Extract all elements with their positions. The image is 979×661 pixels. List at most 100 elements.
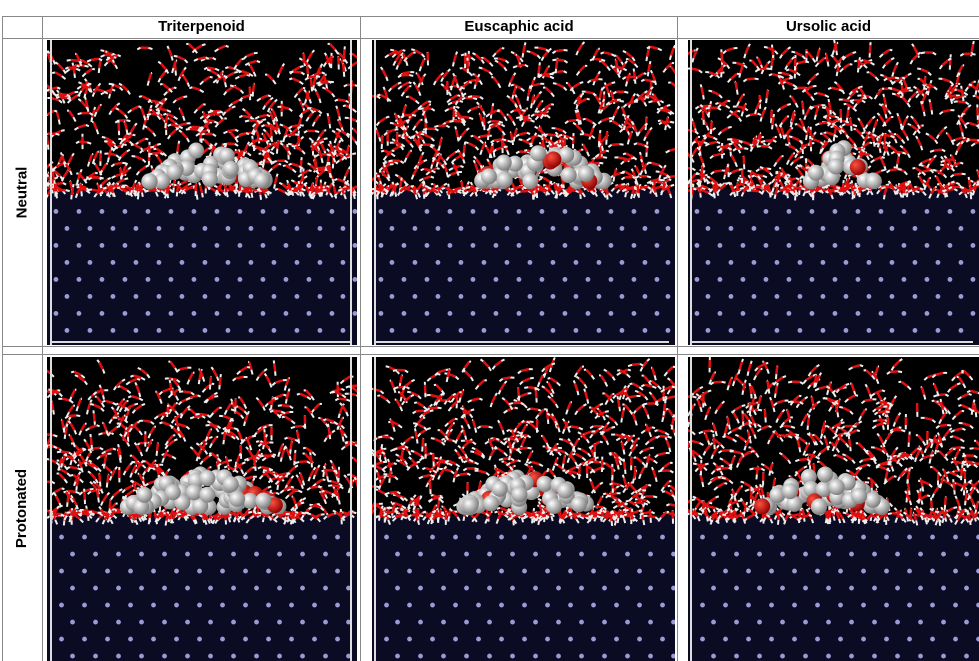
water-oxygen xyxy=(751,190,759,191)
water-hydrogen xyxy=(335,138,337,143)
water-hydrogen xyxy=(875,77,878,80)
metal-atom xyxy=(517,311,522,316)
water-oxygen xyxy=(161,64,166,70)
metal-atom xyxy=(798,328,803,333)
water-hydrogen xyxy=(658,120,661,121)
water-hydrogen xyxy=(383,184,385,186)
water-hydrogen xyxy=(435,129,438,131)
water-oxygen xyxy=(742,142,750,145)
metal-atom xyxy=(879,243,884,248)
water-hydrogen xyxy=(420,134,424,135)
water-hydrogen xyxy=(491,140,494,142)
water-oxygen xyxy=(299,184,300,192)
water-hydrogen xyxy=(482,60,484,64)
water-oxygen xyxy=(94,152,97,159)
water-oxygen xyxy=(648,64,649,72)
water-oxygen xyxy=(482,68,489,72)
water-oxygen xyxy=(745,47,748,54)
water-hydrogen xyxy=(537,111,540,112)
water-hydrogen xyxy=(469,82,472,83)
water-hydrogen xyxy=(345,59,348,63)
water-hydrogen xyxy=(546,115,550,118)
water-hydrogen xyxy=(592,136,595,138)
water-hydrogen xyxy=(174,56,178,57)
water-hydrogen xyxy=(875,95,877,99)
water-hydrogen xyxy=(489,72,492,75)
water-hydrogen xyxy=(208,188,211,189)
carbon-atom xyxy=(142,173,158,189)
water-hydrogen xyxy=(259,164,263,165)
water-hydrogen xyxy=(333,183,334,186)
metal-atom xyxy=(787,243,792,248)
water-hydrogen xyxy=(510,111,513,113)
water-hydrogen xyxy=(270,98,273,100)
water-hydrogen xyxy=(920,188,923,189)
metal-atom xyxy=(88,226,93,231)
water-hydrogen xyxy=(287,180,288,183)
water-hydrogen xyxy=(66,190,70,191)
water-hydrogen xyxy=(398,86,402,89)
water-hydrogen xyxy=(55,177,58,178)
water-oxygen xyxy=(883,135,891,136)
water-hydrogen xyxy=(200,116,203,119)
metal-atom xyxy=(100,243,105,248)
water-hydrogen xyxy=(611,54,615,56)
water-hydrogen xyxy=(853,153,856,154)
metal-atom xyxy=(833,243,838,248)
water-hydrogen xyxy=(474,156,476,158)
water-oxygen xyxy=(138,139,145,143)
water-hydrogen xyxy=(869,97,872,99)
oxygen-atom xyxy=(850,159,866,175)
water-hydrogen xyxy=(602,87,605,90)
water-hydrogen xyxy=(111,164,114,166)
water-hydrogen xyxy=(527,51,531,52)
water-hydrogen xyxy=(710,75,713,78)
metal-atom xyxy=(261,311,266,316)
water-hydrogen xyxy=(289,164,292,165)
water-oxygen xyxy=(134,144,141,148)
water-hydrogen xyxy=(480,97,483,99)
water-oxygen xyxy=(826,54,828,62)
water-hydrogen xyxy=(699,146,701,150)
table-border xyxy=(2,354,979,355)
metal-atom xyxy=(563,277,568,282)
water-hydrogen xyxy=(57,87,60,88)
water-hydrogen xyxy=(215,124,218,128)
metal-atom xyxy=(88,294,93,299)
water-hydrogen xyxy=(693,184,694,187)
water-oxygen xyxy=(867,118,872,124)
metal-atom xyxy=(238,209,243,214)
water-oxygen xyxy=(421,59,424,66)
water-hydrogen xyxy=(268,149,270,152)
water-hydrogen xyxy=(478,74,479,77)
water-oxygen xyxy=(612,144,620,145)
metal-atom xyxy=(390,328,395,333)
water-hydrogen xyxy=(831,126,834,127)
water-oxygen xyxy=(147,127,153,132)
metal-atom xyxy=(551,226,556,231)
water-hydrogen xyxy=(63,99,65,103)
water-oxygen xyxy=(476,55,482,60)
metal-atom xyxy=(123,243,128,248)
water-hydrogen xyxy=(304,131,307,133)
water-hydrogen xyxy=(632,169,633,172)
water-oxygen xyxy=(601,61,607,67)
water-oxygen xyxy=(743,104,746,112)
water-oxygen xyxy=(823,133,829,138)
metal-atom xyxy=(307,311,312,316)
water-hydrogen xyxy=(305,78,308,80)
metal-atom xyxy=(540,277,545,282)
water-hydrogen xyxy=(834,82,837,84)
water-hydrogen xyxy=(214,186,217,187)
metal-atom xyxy=(54,311,59,316)
water-hydrogen xyxy=(163,114,166,115)
water-hydrogen xyxy=(627,115,628,118)
water-hydrogen xyxy=(530,86,531,89)
metal-atom xyxy=(844,294,849,299)
water-oxygen xyxy=(637,143,645,145)
water-oxygen xyxy=(292,164,300,167)
metal-atom xyxy=(203,328,208,333)
metal-atom xyxy=(482,260,487,265)
water-hydrogen xyxy=(626,82,627,87)
water-hydrogen xyxy=(451,86,452,90)
